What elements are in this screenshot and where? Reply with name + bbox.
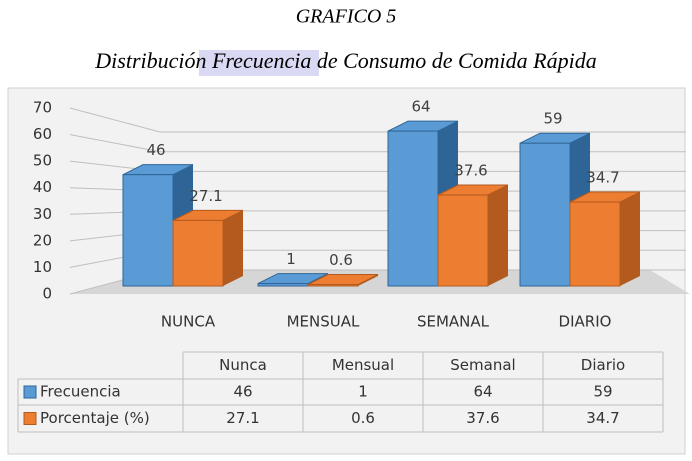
table-header: Mensual <box>332 356 394 374</box>
data-label: 64 <box>411 98 430 116</box>
table-cell: 0.6 <box>351 409 375 427</box>
chart-subtitle: Distribución Frecuencia de Consumo de Co… <box>94 48 596 73</box>
y-tick-label: 10 <box>33 258 52 276</box>
x-tick-label: MENSUAL <box>287 313 360 331</box>
bar <box>387 130 439 287</box>
bar <box>569 201 621 287</box>
x-tick-label: SEMANAL <box>417 313 490 331</box>
bar-side <box>620 192 640 286</box>
table-header: Nunca <box>219 356 267 374</box>
bar <box>519 142 571 287</box>
x-tick-label: NUNCA <box>161 313 216 331</box>
data-label: 46 <box>146 141 165 159</box>
table-header: Diario <box>581 356 625 374</box>
y-tick-label: 50 <box>33 152 52 170</box>
y-tick-label: 70 <box>33 99 52 117</box>
bar <box>172 219 224 287</box>
table-cell: 1 <box>358 383 368 401</box>
legend-swatch <box>23 385 37 399</box>
table-cell: 59 <box>593 383 612 401</box>
bar <box>307 284 359 287</box>
bar-side <box>488 185 508 286</box>
table-cell: 46 <box>233 383 252 401</box>
bar <box>437 194 489 287</box>
table-header: Semanal <box>450 356 515 374</box>
y-tick-label: 30 <box>33 205 52 223</box>
bar <box>122 174 174 287</box>
y-tick-label: 40 <box>33 178 52 196</box>
data-label: 1 <box>286 250 296 268</box>
table-cell: 27.1 <box>226 409 259 427</box>
bar-side <box>223 210 243 286</box>
bar <box>257 283 309 287</box>
highlight <box>199 50 319 76</box>
legend-swatch <box>23 412 37 425</box>
chart-title: GRAFICO 5 <box>296 6 397 28</box>
x-tick-label: DIARIO <box>559 313 612 331</box>
data-label: 37.6 <box>454 162 487 180</box>
grid-line <box>69 134 161 153</box>
data-label: 27.1 <box>189 187 222 205</box>
grid-line <box>69 107 161 133</box>
legend-label: Frecuencia <box>40 383 121 401</box>
table-cell: 34.7 <box>586 409 619 427</box>
legend-label: Porcentaje (%) <box>40 409 150 427</box>
data-label: 0.6 <box>329 251 353 269</box>
y-tick-label: 20 <box>33 231 52 249</box>
y-tick-label: 0 <box>42 285 52 303</box>
table-cell: 64 <box>473 383 492 401</box>
y-tick-label: 60 <box>33 125 52 143</box>
data-label: 59 <box>543 110 562 128</box>
data-label: 34.7 <box>586 169 619 187</box>
table-cell: 37.6 <box>466 409 499 427</box>
